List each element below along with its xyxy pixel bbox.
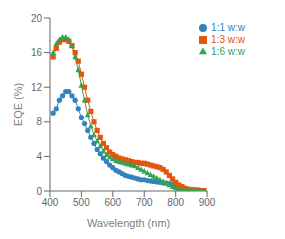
svg-text:600: 600 [104,197,121,208]
svg-text:900: 900 [199,197,216,208]
svg-text:700: 700 [136,197,153,208]
svg-text:Wavelength (nm): Wavelength (nm) [87,217,170,229]
html-text:1:6 w:w: 1:6 w:w [211,46,245,57]
svg-text:800: 800 [167,197,184,208]
svg-text:12: 12 [31,82,43,93]
svg-text:EQE (%): EQE (%) [12,83,24,126]
svg-text:500: 500 [73,197,90,208]
svg-text:8: 8 [36,116,42,127]
svg-text:400: 400 [42,197,59,208]
html-text:1:3 w:w: 1:3 w:w [211,34,245,45]
svg-text:0: 0 [36,186,42,197]
svg-text:4: 4 [36,151,42,162]
svg-text:20: 20 [31,13,43,24]
html-text:1:1 w:w: 1:1 w:w [211,22,245,33]
svg-text:16: 16 [31,47,43,58]
